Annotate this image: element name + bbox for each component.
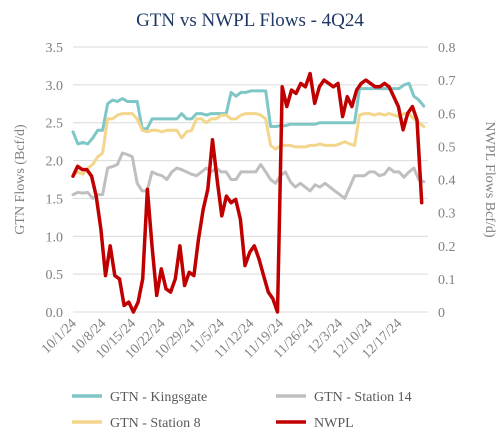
y-tick-label: 2.5 [46, 117, 64, 132]
y-tick-label: 3.5 [46, 41, 64, 56]
y-axis-title: GTN Flows (Bcf/d) [13, 124, 28, 235]
y2-tick-label: 0.2 [438, 240, 456, 255]
series-line-nwpl [71, 71, 424, 314]
y-tick-label: 0.5 [46, 268, 64, 283]
y2-tick-label: 0.1 [438, 273, 456, 288]
legend-label: GTN - Station 8 [110, 416, 201, 431]
legend-label: GTN - Kingsgate [110, 390, 207, 405]
y-tick-label: 1.0 [46, 230, 64, 245]
series-line-gtn-station-8 [71, 112, 426, 178]
legend-label: GTN - Station 14 [314, 390, 412, 405]
y2-axis-title: NWPL Flows Bcf/d) [482, 121, 497, 237]
y2-tick-label: 0.5 [438, 140, 456, 155]
y2-tick-label: 0.3 [438, 207, 456, 222]
y2-tick-label: 0.8 [438, 41, 456, 56]
y2-tick-label: 0.4 [438, 174, 456, 189]
y-tick-label: 0.0 [46, 306, 64, 321]
chart-title: GTN vs NWPL Flows - 4Q24 [136, 10, 364, 31]
y2-tick-label: 0 [438, 306, 445, 321]
y-tick-label: 3.0 [46, 79, 64, 94]
y2-tick-label: 0.6 [438, 107, 456, 122]
y-tick-label: 1.5 [46, 192, 64, 207]
y-tick-label: 2.0 [46, 155, 64, 170]
series-line-gtn-kingsgate [71, 81, 426, 146]
legend-label: NWPL [314, 416, 354, 431]
y2-tick-label: 0.7 [438, 74, 456, 89]
series-line-gtn-station-14 [71, 151, 426, 200]
